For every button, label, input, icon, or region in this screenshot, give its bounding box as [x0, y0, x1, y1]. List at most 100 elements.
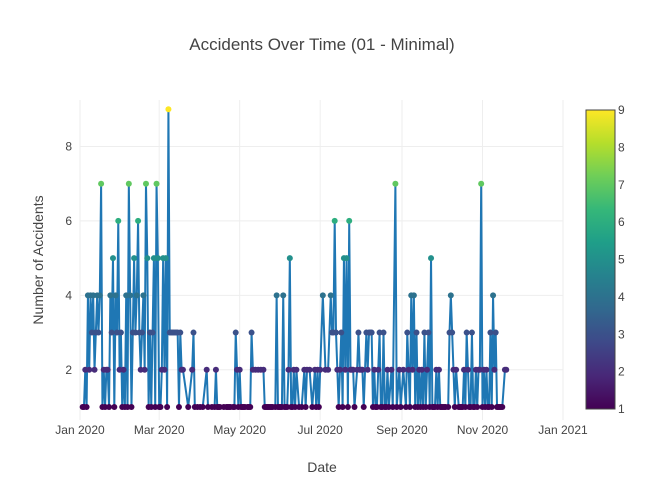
data-point [487, 329, 494, 336]
data-point [135, 217, 142, 224]
data-point [400, 366, 407, 373]
data-point [133, 292, 140, 299]
data-point [149, 329, 156, 336]
data-point [463, 329, 470, 336]
data-point [280, 292, 287, 299]
data-point [212, 366, 219, 373]
data-point [248, 329, 255, 336]
x-tick-label: Jan 2021 [538, 423, 588, 437]
data-point [293, 366, 300, 373]
data-point [404, 329, 411, 336]
data-point [189, 366, 196, 373]
series-markers [79, 106, 510, 410]
y-tick-label: 8 [65, 140, 72, 154]
data-point [368, 329, 375, 336]
data-point [302, 403, 309, 410]
x-tick-label: Mar 2020 [134, 423, 185, 437]
data-point [162, 255, 169, 262]
data-point [177, 329, 184, 336]
data-point [91, 366, 98, 373]
data-point [364, 366, 371, 373]
colorbar-tick-label: 1 [618, 402, 625, 416]
data-point [388, 366, 395, 373]
data-point [108, 329, 115, 336]
y-tick-label: 2 [65, 363, 72, 377]
data-point [453, 366, 460, 373]
data-point [339, 403, 346, 410]
data-point [488, 403, 495, 410]
data-point [96, 292, 103, 299]
data-point [355, 329, 362, 336]
data-point [342, 366, 349, 373]
data-point [260, 366, 267, 373]
data-point [175, 403, 182, 410]
data-point [247, 403, 254, 410]
x-tick-label: Jan 2020 [55, 423, 105, 437]
data-point [273, 292, 280, 299]
data-point [392, 180, 399, 187]
y-tick-label: 6 [65, 214, 72, 228]
data-point [344, 403, 351, 410]
data-point [236, 366, 243, 373]
data-point [428, 255, 435, 262]
colorbar-tick-label: 6 [618, 215, 625, 229]
data-point [343, 255, 350, 262]
data-point [336, 366, 343, 373]
data-point [83, 403, 90, 410]
data-point [409, 366, 416, 373]
data-point [127, 292, 134, 299]
data-point [104, 366, 111, 373]
colorbar: 1 2 3 4 5 6 7 8 9 [585, 103, 625, 416]
data-point [144, 255, 151, 262]
data-point [499, 403, 506, 410]
data-point [109, 255, 116, 262]
x-axis-ticks: Jan 2020 Mar 2020 May 2020 Jul 2020 Sep 2020… [55, 423, 588, 437]
data-point [286, 255, 293, 262]
data-point [203, 366, 210, 373]
data-point [125, 180, 132, 187]
data-point [410, 292, 417, 299]
x-tick-label: May 2020 [213, 423, 266, 437]
data-point [413, 329, 420, 336]
data-point [447, 292, 454, 299]
y-axis-title: Number of Accidents [30, 195, 46, 324]
data-point [185, 403, 192, 410]
colorbar-tick-label: 7 [618, 178, 625, 192]
data-point [131, 255, 138, 262]
data-point [445, 403, 452, 410]
data-point [490, 292, 497, 299]
data-point [333, 329, 340, 336]
data-point [306, 366, 313, 373]
data-point [315, 403, 322, 410]
colorbar-gradient [585, 109, 616, 410]
data-point [425, 329, 432, 336]
data-point [360, 403, 367, 410]
data-point [106, 403, 113, 410]
data-point [435, 366, 442, 373]
data-point [464, 366, 471, 373]
colorbar-tick-label: 9 [618, 103, 625, 117]
data-point [86, 366, 93, 373]
data-point [199, 403, 206, 410]
data-point [140, 292, 147, 299]
data-point [351, 403, 358, 410]
data-point [142, 180, 149, 187]
data-point [128, 403, 135, 410]
colorbar-ticks: 1 2 3 4 5 6 7 8 9 [618, 103, 625, 416]
y-tick-label: 4 [65, 288, 72, 302]
data-point [359, 366, 366, 373]
x-tick-label: Jul 2020 [297, 423, 343, 437]
data-point [483, 366, 490, 373]
data-point [478, 180, 485, 187]
y-axis-ticks: 2 4 6 8 [65, 140, 72, 377]
data-point [165, 106, 172, 113]
data-point [141, 366, 148, 373]
data-point [120, 366, 127, 373]
colorbar-tick-label: 2 [618, 365, 625, 379]
x-tick-label: Sep 2020 [376, 423, 428, 437]
colorbar-tick-label: 8 [618, 140, 625, 154]
x-tick-label: Nov 2020 [457, 423, 509, 437]
data-point [153, 180, 160, 187]
data-point [111, 403, 118, 410]
